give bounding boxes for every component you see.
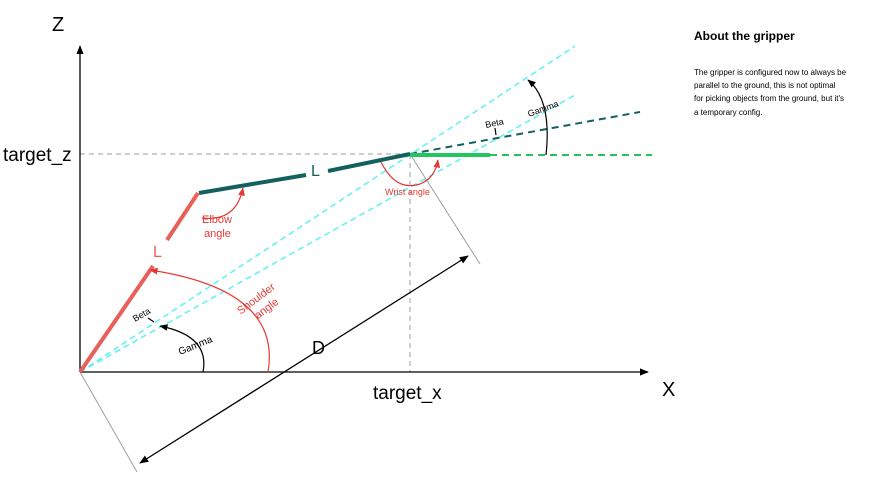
sidebar-note-line: for picking objects from the ground, but… [694, 94, 845, 104]
shoulder-angle-arc [149, 267, 270, 373]
upper-link-label: L [311, 163, 320, 180]
upper-link-end [327, 152, 411, 173]
sidebar-note-line: The gripper is configured now to always … [694, 68, 847, 77]
sidebar-note: The gripper is configured now to always … [694, 66, 870, 119]
elbow-angle-arc [201, 187, 245, 220]
wrist-angle-arc [380, 159, 441, 187]
sidebar-note-line: a temporary config. [694, 107, 763, 117]
elbow-angle-label-2: angle [204, 228, 231, 240]
beta-upper-label: Beta [484, 116, 504, 130]
sidebar-note-line: parallel to the ground, this is not opti… [694, 81, 836, 91]
lower-link-label: L [153, 244, 162, 261]
base-to-target-line [79, 94, 576, 373]
d-extent-line-start [79, 371, 138, 473]
upper-link [198, 173, 307, 195]
distance-label: D [312, 338, 325, 358]
lower-link [78, 264, 155, 374]
lower-link-upper-part [165, 191, 200, 242]
upper-link-extension [409, 111, 641, 155]
beta-lower-label: Beta [131, 306, 152, 324]
wrist-angle-label: Wrist angle [385, 187, 430, 197]
sidebar-title: About the gripper [694, 29, 795, 43]
beta-upper-tick [494, 127, 497, 136]
x-axis-label: X [662, 379, 675, 401]
target-x-label: target_x [373, 383, 442, 404]
gamma-lower-label: Gamma [177, 334, 214, 358]
gamma-lower-arc [159, 324, 205, 373]
distance-dimension [139, 255, 469, 464]
gamma-upper-arc [527, 79, 548, 156]
z-axis-label: Z [52, 14, 64, 36]
target-z-label: target_z [3, 145, 72, 166]
beta-lower-tick [147, 317, 155, 323]
elbow-angle-label-1: Elbow [202, 214, 232, 226]
d-extent-line-end [409, 153, 481, 265]
reach-line [79, 45, 576, 373]
